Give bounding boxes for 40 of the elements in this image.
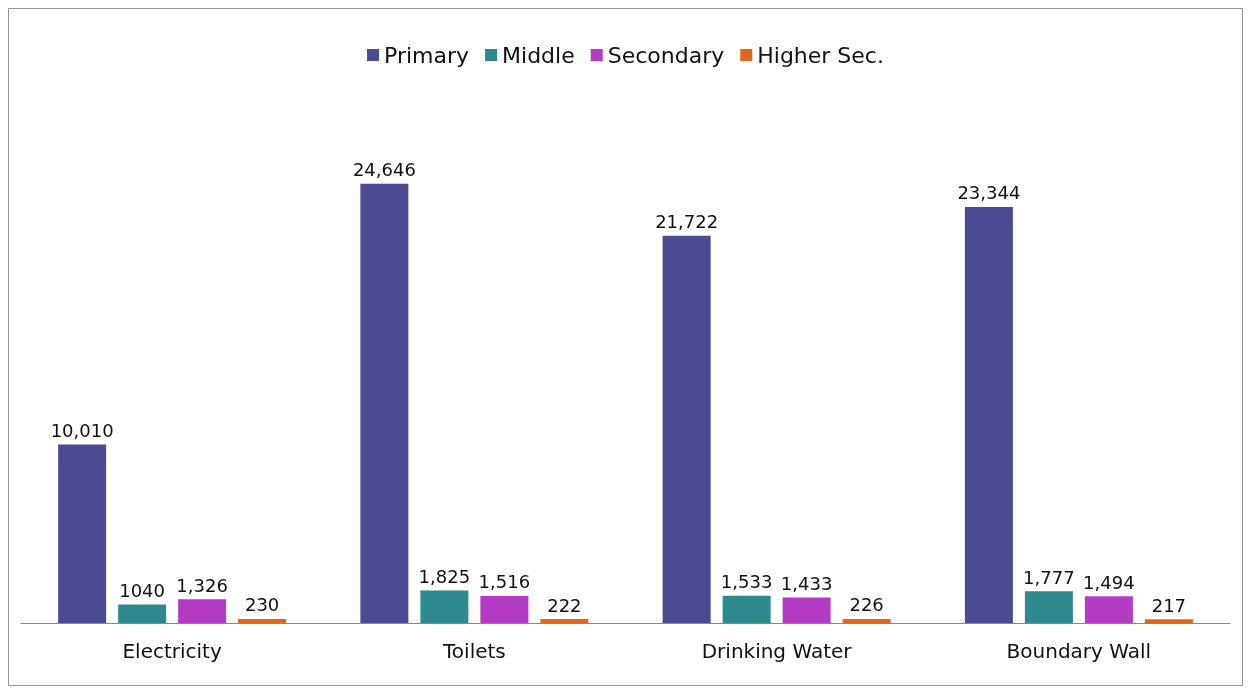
data-label: 24,646 bbox=[352, 159, 416, 181]
bar bbox=[1144, 619, 1193, 623]
data-label: 230 bbox=[244, 594, 280, 616]
x-tick-label: Drinking Water bbox=[701, 639, 853, 663]
bar bbox=[480, 595, 529, 623]
data-label: 1,533 bbox=[720, 571, 773, 593]
legend-label: Middle bbox=[502, 42, 575, 68]
data-label: 1,825 bbox=[418, 565, 471, 587]
bar bbox=[118, 604, 167, 623]
bar bbox=[964, 206, 1013, 623]
data-label: 1,494 bbox=[1083, 571, 1135, 593]
data-label: 10,010 bbox=[50, 420, 114, 442]
legend-label: Higher Sec. bbox=[757, 42, 884, 68]
data-label: 222 bbox=[547, 594, 582, 616]
bar bbox=[662, 235, 711, 623]
data-label: 23,344 bbox=[957, 182, 1021, 204]
data-label: 21,722 bbox=[655, 211, 719, 233]
bar bbox=[238, 618, 287, 623]
x-tick-label: Electricity bbox=[122, 639, 222, 663]
data-label: 217 bbox=[1151, 594, 1187, 616]
bar bbox=[420, 590, 469, 623]
data-label: 1040 bbox=[119, 579, 166, 601]
legend-label: Secondary bbox=[607, 42, 725, 68]
data-label: 1,777 bbox=[1023, 566, 1075, 588]
bar bbox=[1024, 591, 1073, 623]
data-label: 1,433 bbox=[780, 572, 833, 594]
legend-label: Primary bbox=[384, 42, 470, 68]
data-label: 1,516 bbox=[478, 571, 531, 593]
x-tick-label: Boundary Wall bbox=[1006, 639, 1152, 663]
data-label: 1,326 bbox=[176, 574, 228, 596]
bar bbox=[782, 597, 831, 623]
bar bbox=[540, 619, 589, 623]
bar bbox=[1084, 596, 1133, 623]
bar bbox=[360, 183, 409, 623]
bar bbox=[722, 595, 771, 623]
bar bbox=[842, 618, 891, 623]
bar bbox=[178, 599, 227, 623]
bar bbox=[58, 444, 107, 623]
x-tick-label: Toilets bbox=[442, 639, 506, 663]
data-label: 226 bbox=[849, 594, 884, 616]
